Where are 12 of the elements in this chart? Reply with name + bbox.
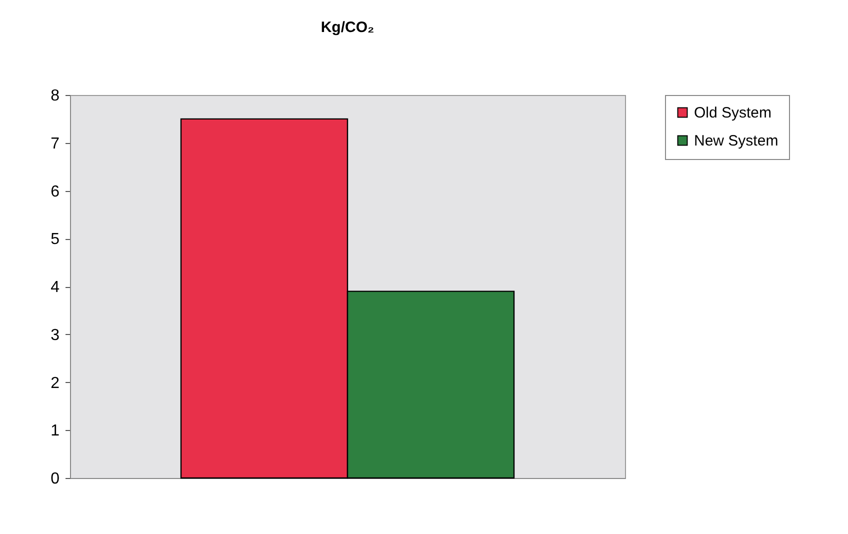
y-tick-label: 3 [50, 326, 60, 344]
y-tick-label: 2 [50, 374, 60, 392]
y-tick-label: 5 [50, 231, 60, 248]
y-tick-label: 8 [50, 88, 60, 104]
y-tick-label: 4 [50, 279, 60, 296]
y-tick-label: 0 [50, 470, 60, 488]
legend-label: Old System [694, 104, 772, 122]
y-tick-label: 6 [50, 183, 60, 200]
y-tick-label: 7 [50, 135, 60, 152]
y-tick-label: 1 [50, 422, 60, 440]
chart-title: Kg/CO₂ [320, 19, 374, 36]
legend-label: New System [694, 132, 778, 150]
